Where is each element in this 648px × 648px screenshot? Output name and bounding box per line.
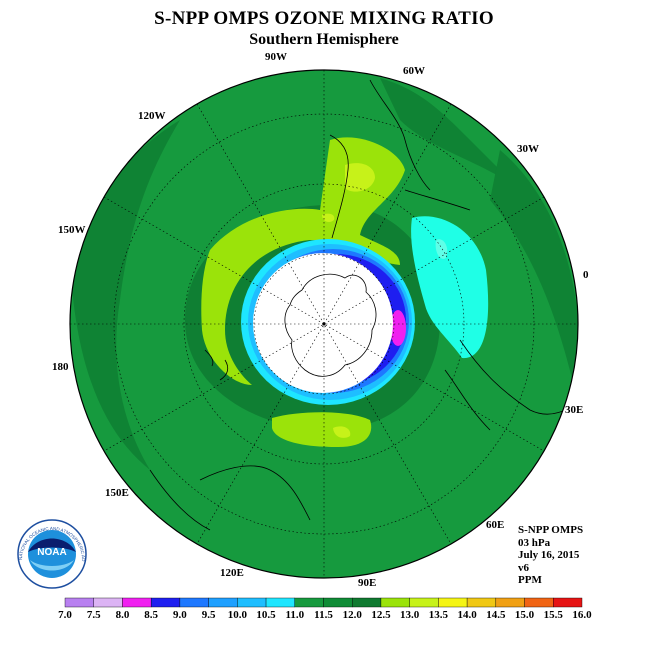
meridian-150 (103, 196, 545, 452)
map-border (69, 69, 579, 579)
lon-label-90e: 90E (358, 577, 376, 589)
latitude-circle-2 (183, 183, 465, 465)
lon-label-0: 0 (583, 269, 589, 281)
ozone-peak-1 (345, 163, 375, 192)
logo-bird-shape (28, 538, 76, 552)
dark-band-upper (380, 78, 520, 190)
logo-text: NOAA (37, 547, 66, 558)
antarctica-coast (284, 273, 377, 377)
south-america-coast (329, 79, 471, 239)
lon-label-30w: 30W (517, 143, 539, 155)
dark-band-right (490, 150, 578, 390)
south-pole-marker (322, 322, 326, 326)
ozone-crescent-bottom (272, 412, 372, 448)
ozone-peak-3 (333, 426, 351, 438)
map-subtitle: Southern Hemisphere (249, 31, 399, 48)
lon-label-30e: 30E (565, 404, 583, 416)
info-date: July 16, 2015 (518, 549, 580, 561)
graticule (70, 70, 578, 578)
meridian-120 (196, 103, 452, 545)
product-info: S-NPP OMPS 03 hPa July 16, 2015 v6 PPM (518, 524, 583, 587)
ozone-field (70, 70, 578, 578)
cyan-blob-inner (435, 239, 448, 259)
info-satellite: S-NPP OMPS (518, 524, 584, 536)
cyan-low-region (411, 216, 489, 359)
map-title: S-NPP OMPS OZONE MIXING RATIO (154, 8, 494, 29)
lon-label-120e: 120E (220, 567, 244, 579)
info-pressure-level: 03 hPa (518, 536, 551, 549)
lon-label-90w: 90W (265, 51, 287, 63)
australia-coast (149, 465, 311, 531)
hole-magenta (390, 310, 406, 346)
info-version: v6 (518, 561, 529, 574)
lon-label-60e: 60E (486, 519, 504, 531)
meridian-30 (103, 196, 545, 452)
ozone-crescent (201, 137, 405, 385)
meridian-60 (196, 103, 452, 545)
newzealand-coast (204, 349, 229, 381)
info-units: PPM (518, 574, 542, 586)
logo-wave (30, 560, 74, 571)
lon-label-120w: 120W (138, 110, 166, 122)
lon-label-150e: 150E (105, 487, 129, 499)
lon-label-60w: 60W (403, 65, 425, 77)
lon-label-150w: 150W (58, 224, 86, 236)
ozone-peak-2 (322, 213, 335, 223)
lon-label-180: 180 (52, 361, 69, 373)
